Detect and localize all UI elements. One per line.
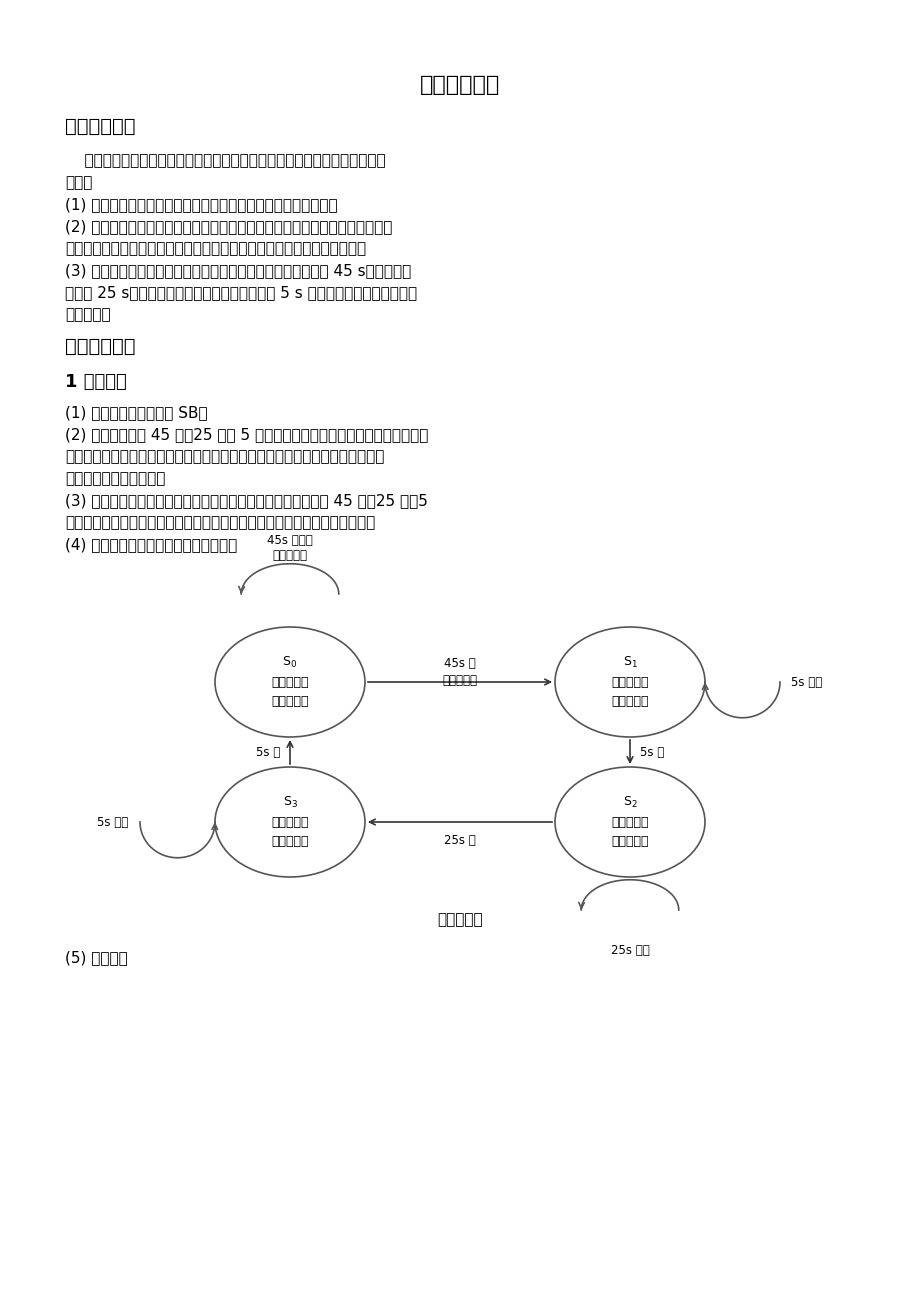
Text: 状态转移图: 状态转移图 — [437, 911, 482, 927]
Text: (4) 状态转移如图所示，用状态机描述。: (4) 状态转移如图所示，用状态机描述。 — [65, 536, 237, 552]
Text: 如下：: 如下： — [65, 174, 92, 190]
Text: S$_0$: S$_0$ — [282, 655, 297, 671]
Text: 45s 到: 45s 到 — [444, 658, 475, 671]
Text: 支道绿灯亮: 支道绿灯亮 — [610, 835, 648, 848]
Text: 主道红灯亮: 主道红灯亮 — [271, 815, 309, 828]
Text: (5) 模块结构: (5) 模块结构 — [65, 950, 128, 965]
Text: 显示电路。计时方法为倒计时。定时的起始信号由主控电路给出，定时时间结束: 显示电路。计时方法为倒计时。定时的起始信号由主控电路给出，定时时间结束 — [65, 449, 384, 464]
Text: (1) 设置支干道有车开关 SB。: (1) 设置支干道有车开关 SB。 — [65, 405, 208, 421]
Text: (3) 主控制电路的输入信号一方面来自车辆检测，另一方面来自 45 秒、25 秒、5: (3) 主控制电路的输入信号一方面来自车辆检测，另一方面来自 45 秒、25 秒… — [65, 493, 427, 508]
Text: 45s 未到或
支干道无车: 45s 未到或 支干道无车 — [267, 534, 312, 561]
Text: S$_1$: S$_1$ — [622, 655, 637, 671]
Text: 5s 到: 5s 到 — [255, 746, 279, 759]
Text: 计时显示。: 计时显示。 — [65, 307, 110, 322]
Text: 秒的定时到信号；输出有计时启动信号（置计数起始值）和红绿灯驱动信号。: 秒的定时到信号；输出有计时启动信号（置计数起始值）和红绿灯驱动信号。 — [65, 516, 375, 530]
Text: 1 基本原理: 1 基本原理 — [65, 372, 127, 391]
Text: 5s 到: 5s 到 — [640, 746, 664, 759]
Text: 5s 未到: 5s 未到 — [790, 676, 822, 689]
Text: 设计一个由一条主干道和一条支干道的十字路口的交通灯控制器，具体要求: 设计一个由一条主干道和一条支干道的十字路口的交通灯控制器，具体要求 — [65, 154, 385, 168]
Text: 主道红灯亮: 主道红灯亮 — [610, 815, 648, 828]
Text: 一、设计要求: 一、设计要求 — [65, 117, 135, 135]
Text: 支道红灯亮: 支道红灯亮 — [610, 695, 648, 708]
Text: (1) 主、支干道各设有一个绿、黄、红指示灯，两个显示数码管。: (1) 主、支干道各设有一个绿、黄、红指示灯，两个显示数码管。 — [65, 197, 337, 212]
Text: 的信号输入到主控电路。: 的信号输入到主控电路。 — [65, 471, 165, 486]
Text: 支道红灯亮: 支道红灯亮 — [271, 695, 309, 708]
Text: 次放行 25 s，由亮绿灯变成亮红灯转换时，先亮 5 s 的黄灯作为过渡，并进行减: 次放行 25 s，由亮绿灯变成亮红灯转换时，先亮 5 s 的黄灯作为过渡，并进行… — [65, 285, 416, 299]
Text: (3) 当主、支道均有车时，两者交替允许通行，主干道每次放行 45 s，支干道每: (3) 当主、支道均有车时，两者交替允许通行，主干道每次放行 45 s，支干道每 — [65, 263, 411, 279]
Text: (2) 系统中要求有 45 秒、25 秒和 5 秒三种定时信号，需要设计三种相应的计时: (2) 系统中要求有 45 秒、25 秒和 5 秒三种定时信号，需要设计三种相应… — [65, 427, 428, 441]
Text: 25s 未到: 25s 未到 — [610, 944, 649, 957]
Text: S$_2$: S$_2$ — [622, 796, 637, 810]
Text: 主道黄灯亮: 主道黄灯亮 — [610, 676, 648, 689]
Text: 交通灯控制器: 交通灯控制器 — [419, 76, 500, 95]
Text: (2) 主干道处于常允许通行状态，而支干道有车来才允许通行。当主干道允许通: (2) 主干道处于常允许通行状态，而支干道有车来才允许通行。当主干道允许通 — [65, 219, 391, 234]
Text: S$_3$: S$_3$ — [282, 796, 297, 810]
Text: 二、设计方案: 二、设计方案 — [65, 337, 135, 355]
Text: 25s 到: 25s 到 — [444, 835, 475, 848]
Text: 5s 未到: 5s 未到 — [97, 815, 129, 828]
Text: 行亮绿灯时，支干道亮红灯。而支干道允许通行亮绿灯时，主干道亮红灯。: 行亮绿灯时，支干道亮红灯。而支干道允许通行亮绿灯时，主干道亮红灯。 — [65, 241, 366, 256]
Text: 支道黄灯亮: 支道黄灯亮 — [271, 835, 309, 848]
Text: 主道绿灯亮: 主道绿灯亮 — [271, 676, 309, 689]
Text: 支干道有车: 支干道有车 — [442, 674, 477, 687]
